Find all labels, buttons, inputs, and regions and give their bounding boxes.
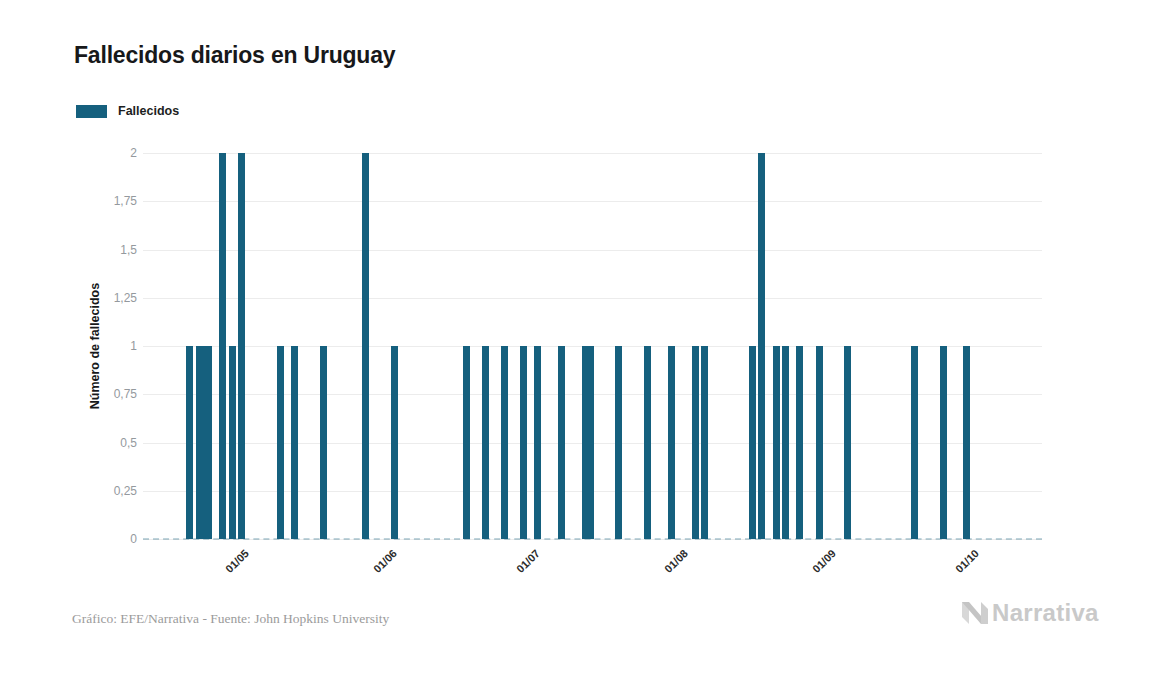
bar-03/06[interactable] [391,346,398,539]
bar-05/08[interactable] [692,346,699,539]
y-gridline [143,250,1042,251]
bar-03/07[interactable] [534,346,541,539]
bar-01/10[interactable] [963,346,970,539]
bar-07/08[interactable] [701,346,708,539]
bar-26/09[interactable] [940,346,947,539]
x-tick-label: 01/06 [364,540,406,582]
y-tick-label: 0 [71,531,137,547]
bar-19/05[interactable] [320,346,327,539]
bar-06/09[interactable] [844,346,851,539]
bar-21/04[interactable] [186,346,193,539]
chart-page: Fallecidos diarios en Uruguay Fallecidos… [0,0,1157,674]
y-gridline [143,298,1042,299]
bar-10/05[interactable] [277,346,284,539]
bar-30/06[interactable] [520,346,527,539]
bar-28/04[interactable] [219,153,226,539]
y-tick-label: 1 [71,338,137,354]
bar-22/06[interactable] [482,346,489,539]
bar-27/08[interactable] [796,346,803,539]
y-tick-label: 1,5 [71,242,137,258]
bar-13/05[interactable] [291,346,298,539]
bar-24/08[interactable] [782,346,789,539]
narrativa-logo-text: Narrativa [992,601,1099,625]
bar-25/04[interactable] [205,346,212,539]
bar-26/06[interactable] [501,346,508,539]
y-tick-label: 0,25 [71,483,137,499]
bar-19/08[interactable] [758,153,765,539]
bar-17/08[interactable] [749,346,756,539]
x-tick-label: 01/08 [655,540,697,582]
x-tick-label: 01/07 [507,540,549,582]
bar-02/05[interactable] [238,153,245,539]
bar-18/06[interactable] [463,346,470,539]
bar-14/07[interactable] [587,346,594,539]
bar-20/09[interactable] [911,346,918,539]
y-tick-label: 1,75 [71,193,137,209]
y-tick-label: 0,5 [71,435,137,451]
y-tick-label: 2 [71,145,137,161]
y-gridline [143,201,1042,202]
bar-chart: Número de fallecidos 21,751,51,2510,750,… [0,0,1157,674]
narrativa-n-icon [962,601,988,625]
bar-28/05[interactable] [362,153,369,539]
y-gridline [143,153,1042,154]
y-tick-label: 0,75 [71,386,137,402]
bar-22/08[interactable] [773,346,780,539]
bar-31/07[interactable] [668,346,675,539]
x-tick-label: 01/10 [946,540,988,582]
y-tick-label: 1,25 [71,290,137,306]
x-tick-label: 01/05 [216,540,258,582]
x-tick-label: 01/09 [803,540,845,582]
bar-26/07[interactable] [644,346,651,539]
bar-20/07[interactable] [615,346,622,539]
narrativa-logo: Narrativa [962,601,1099,625]
bar-08/07[interactable] [558,346,565,539]
bar-31/08[interactable] [816,346,823,539]
source-credit: Gráfico: EFE/Narrativa - Fuente: John Ho… [72,611,389,627]
bar-30/04[interactable] [229,346,236,539]
